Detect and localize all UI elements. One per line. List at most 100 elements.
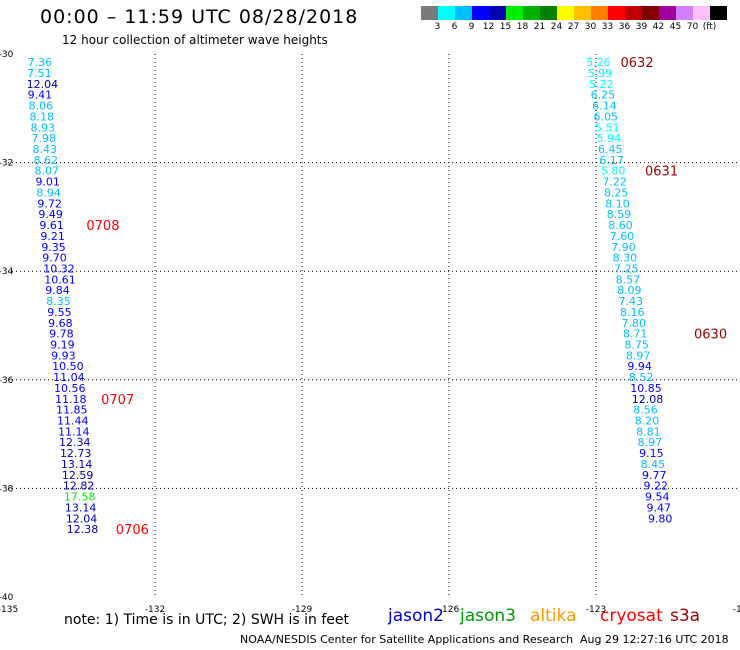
scale-label: 9 bbox=[468, 22, 475, 32]
scale-label: 21 bbox=[533, 22, 546, 32]
scale-label: 39 bbox=[635, 22, 648, 32]
wave-height-value: 7.98 bbox=[32, 132, 57, 145]
scale-label: 3 bbox=[434, 22, 441, 32]
wave-height-value: 11.14 bbox=[58, 425, 89, 438]
pass-time-label: 0707 bbox=[101, 393, 134, 408]
wave-height-value: 11.04 bbox=[53, 371, 85, 384]
x-tick-label: -123 bbox=[586, 605, 606, 615]
wave-height-value: 8.56 bbox=[633, 404, 658, 417]
wave-height-value: 5.51 bbox=[595, 121, 620, 134]
wave-height-value: 8.62 bbox=[33, 154, 58, 167]
wave-height-value: 9.72 bbox=[37, 197, 62, 210]
scale-swatch bbox=[523, 6, 540, 20]
wave-height-value: 8.75 bbox=[624, 339, 649, 352]
wave-height-value: 13.14 bbox=[61, 458, 93, 471]
wave-height-value: 9.61 bbox=[39, 219, 64, 232]
wave-height-value: 9.01 bbox=[35, 176, 60, 189]
wave-height-value: 8.18 bbox=[30, 110, 54, 123]
wave-height-value: 12.73 bbox=[60, 447, 92, 460]
wave-height-value: 9.84 bbox=[45, 284, 70, 297]
wave-height-value: 8.30 bbox=[613, 252, 638, 265]
wave-height-value: 8.16 bbox=[620, 306, 645, 319]
wave-height-value: 5.80 bbox=[601, 165, 626, 178]
credit-line: NOAA/NESDIS Center for Satellite Applica… bbox=[240, 633, 574, 646]
scale-label: 12 bbox=[482, 22, 495, 32]
scale-swatch bbox=[506, 6, 523, 20]
wave-height-value: 10.56 bbox=[54, 382, 85, 395]
wave-height-value: 9.41 bbox=[28, 89, 52, 102]
wave-height-value: 7.36 bbox=[28, 56, 52, 69]
wave-height-value: 6.14 bbox=[592, 100, 617, 113]
wave-height-value: 6.25 bbox=[591, 89, 616, 102]
pass-time-label: 0708 bbox=[86, 219, 119, 234]
wave-height-value: 9.22 bbox=[644, 480, 669, 493]
wave-height-value: 10.85 bbox=[630, 382, 662, 395]
wave-height-value: 12.04 bbox=[27, 78, 59, 91]
wave-height-value: 5.26 bbox=[586, 56, 611, 69]
wave-height-value: 8.94 bbox=[36, 186, 61, 199]
wave-height-value: 12.82 bbox=[63, 480, 95, 493]
wave-height-value: 10.50 bbox=[52, 360, 84, 373]
scale-swatch bbox=[421, 6, 438, 20]
wave-height-value: 7.80 bbox=[621, 317, 646, 330]
pass-time-label: 0630 bbox=[694, 328, 727, 343]
wave-height-value: 12.38 bbox=[67, 523, 99, 536]
wave-height-value: 8.35 bbox=[46, 295, 71, 308]
wave-height-value: 8.60 bbox=[608, 219, 633, 232]
scale-label: 18 bbox=[516, 22, 529, 32]
scale-label: 33 bbox=[601, 22, 614, 32]
wave-height-value: 9.49 bbox=[38, 208, 63, 221]
grid-lines bbox=[8, 54, 740, 597]
wave-height-value: 12.59 bbox=[62, 469, 94, 482]
wave-height-value: 5.99 bbox=[588, 67, 613, 80]
wave-height-value: 8.20 bbox=[635, 415, 660, 428]
wave-height-value: 9.78 bbox=[49, 328, 74, 341]
wave-height-marks: 7.367.5112.049.418.068.188.937.988.438.6… bbox=[27, 56, 727, 538]
wave-height-value: 7.60 bbox=[610, 230, 635, 243]
wave-height-value: 8.09 bbox=[617, 284, 642, 297]
y-tick-label: -32 bbox=[0, 159, 13, 169]
x-tick-label: -135 bbox=[0, 605, 18, 615]
scale-label: 30 bbox=[584, 22, 597, 32]
pass-time-label: 0706 bbox=[116, 523, 149, 538]
scale-swatch bbox=[455, 6, 472, 20]
wave-height-value: 8.81 bbox=[636, 425, 661, 438]
y-tick-label: -36 bbox=[0, 376, 14, 386]
scale-swatch bbox=[625, 6, 642, 20]
scale-swatch bbox=[489, 6, 506, 20]
wave-height-value: 7.90 bbox=[611, 241, 636, 254]
scale-swatch bbox=[591, 6, 608, 20]
scale-swatch bbox=[472, 6, 489, 20]
scale-label: 70 bbox=[686, 22, 699, 32]
wave-height-value: 9.21 bbox=[40, 230, 64, 243]
wave-height-value: 7.51 bbox=[27, 67, 52, 80]
scale-swatch bbox=[608, 6, 625, 20]
wave-height-value: 8.93 bbox=[31, 121, 56, 134]
scale-label: 6 bbox=[451, 22, 458, 32]
wave-height-value: 6.05 bbox=[594, 110, 619, 123]
legend-item-cryosat: cryosat bbox=[600, 606, 663, 626]
wave-height-value: 9.77 bbox=[642, 469, 667, 482]
wave-height-value: 17.58 bbox=[64, 491, 96, 504]
wave-height-value: 9.19 bbox=[50, 339, 75, 352]
scale-label: 45 bbox=[669, 22, 682, 32]
scale-label: 42 bbox=[652, 22, 665, 32]
wave-height-value: 11.85 bbox=[56, 404, 88, 417]
wave-height-value: 12.08 bbox=[632, 393, 664, 406]
legend-item-altika: altika bbox=[530, 606, 577, 626]
wave-height-value: 11.18 bbox=[55, 393, 87, 406]
y-tick-label: -40 bbox=[0, 593, 14, 603]
wave-height-value: 9.54 bbox=[645, 491, 670, 504]
axis-ticks: -135 -132 -129 -126 -123 -120 -30 -32 -34 -36 -38 -… bbox=[0, 50, 740, 615]
scale-swatch bbox=[574, 6, 591, 20]
wave-height-value: 10.32 bbox=[43, 262, 75, 275]
footnote: note: 1) Time is in UTC; 2) SWH is in fe… bbox=[64, 612, 350, 628]
x-tick-label: -132 bbox=[145, 605, 165, 615]
wave-height-value: 8.57 bbox=[616, 273, 641, 286]
scale-label: 27 bbox=[567, 22, 580, 32]
wave-height-value: 9.55 bbox=[47, 306, 71, 319]
pass-time-label: 0631 bbox=[645, 165, 678, 180]
scale-swatch bbox=[676, 6, 693, 20]
chart-subtitle: 12 hour collection of altimeter wave hei… bbox=[62, 33, 328, 47]
wave-height-value: 9.15 bbox=[639, 447, 664, 460]
